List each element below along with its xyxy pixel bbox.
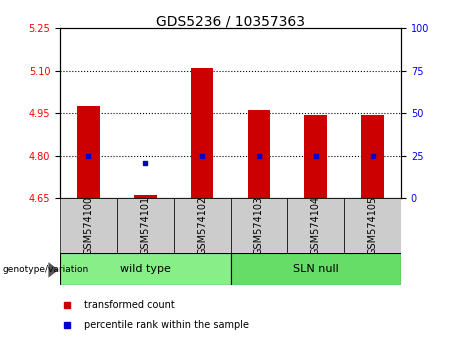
Text: GDS5236 / 10357363: GDS5236 / 10357363: [156, 14, 305, 28]
Text: wild type: wild type: [120, 264, 171, 274]
Text: GSM574104: GSM574104: [311, 196, 321, 255]
Text: GSM574102: GSM574102: [197, 196, 207, 255]
Text: genotype/variation: genotype/variation: [2, 264, 89, 274]
Bar: [77, 106, 100, 198]
Text: percentile rank within the sample: percentile rank within the sample: [84, 320, 249, 330]
Bar: [304, 115, 327, 198]
Polygon shape: [48, 262, 59, 278]
Text: GSM574101: GSM574101: [140, 196, 150, 255]
Text: GSM574103: GSM574103: [254, 196, 264, 255]
Bar: [191, 68, 213, 198]
Bar: [134, 195, 157, 198]
FancyBboxPatch shape: [230, 198, 287, 253]
FancyBboxPatch shape: [344, 198, 401, 253]
FancyBboxPatch shape: [287, 198, 344, 253]
FancyBboxPatch shape: [60, 198, 117, 253]
Bar: [361, 115, 384, 198]
Text: SLN null: SLN null: [293, 264, 339, 274]
Text: GSM574100: GSM574100: [83, 196, 94, 255]
FancyBboxPatch shape: [230, 253, 401, 285]
FancyBboxPatch shape: [60, 253, 230, 285]
Text: transformed count: transformed count: [84, 300, 175, 310]
Bar: [248, 110, 270, 198]
FancyBboxPatch shape: [174, 198, 230, 253]
FancyBboxPatch shape: [117, 198, 174, 253]
Text: GSM574105: GSM574105: [367, 196, 378, 255]
